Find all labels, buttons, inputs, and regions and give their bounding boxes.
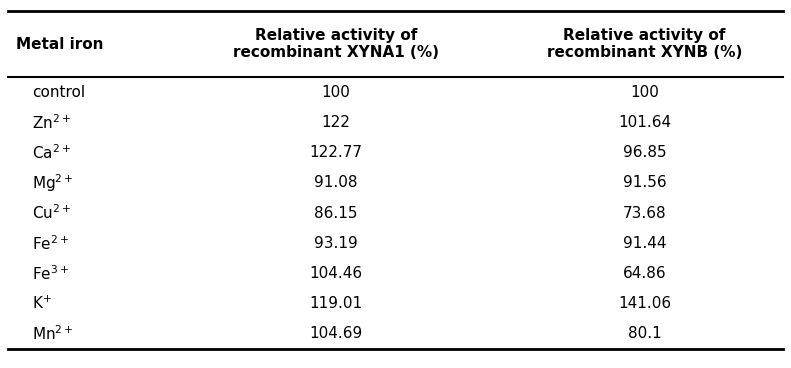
Text: 91.44: 91.44 — [623, 236, 666, 251]
Text: 86.15: 86.15 — [315, 206, 358, 220]
Text: 119.01: 119.01 — [309, 296, 363, 311]
Text: Fe$^{2+}$: Fe$^{2+}$ — [32, 234, 69, 252]
Text: 80.1: 80.1 — [628, 326, 661, 341]
Text: 100: 100 — [322, 85, 350, 100]
Text: Cu$^{2+}$: Cu$^{2+}$ — [32, 204, 70, 222]
Text: Relative activity of
recombinant XYNA1 (%): Relative activity of recombinant XYNA1 (… — [233, 28, 439, 60]
Text: 64.86: 64.86 — [623, 266, 667, 281]
Text: 104.69: 104.69 — [309, 326, 363, 341]
Text: 101.64: 101.64 — [618, 115, 672, 130]
Text: control: control — [32, 85, 85, 100]
Text: Zn$^{2+}$: Zn$^{2+}$ — [32, 113, 70, 132]
Text: Fe$^{3+}$: Fe$^{3+}$ — [32, 264, 69, 283]
Text: Relative activity of
recombinant XYNB (%): Relative activity of recombinant XYNB (%… — [547, 28, 742, 60]
Text: Mg$^{2+}$: Mg$^{2+}$ — [32, 172, 74, 194]
Text: Mn$^{2+}$: Mn$^{2+}$ — [32, 325, 74, 343]
Text: 122: 122 — [322, 115, 350, 130]
Text: 141.06: 141.06 — [618, 296, 672, 311]
Text: Metal iron: Metal iron — [16, 37, 104, 52]
Text: Ca$^{2+}$: Ca$^{2+}$ — [32, 144, 70, 162]
Text: K$^{+}$: K$^{+}$ — [32, 295, 51, 312]
Text: 91.08: 91.08 — [315, 176, 358, 190]
Text: 93.19: 93.19 — [314, 236, 358, 251]
Text: 96.85: 96.85 — [623, 145, 667, 160]
Text: 73.68: 73.68 — [623, 206, 667, 220]
Text: 122.77: 122.77 — [309, 145, 363, 160]
Text: 104.46: 104.46 — [309, 266, 363, 281]
Text: 91.56: 91.56 — [623, 176, 667, 190]
Text: 100: 100 — [630, 85, 659, 100]
